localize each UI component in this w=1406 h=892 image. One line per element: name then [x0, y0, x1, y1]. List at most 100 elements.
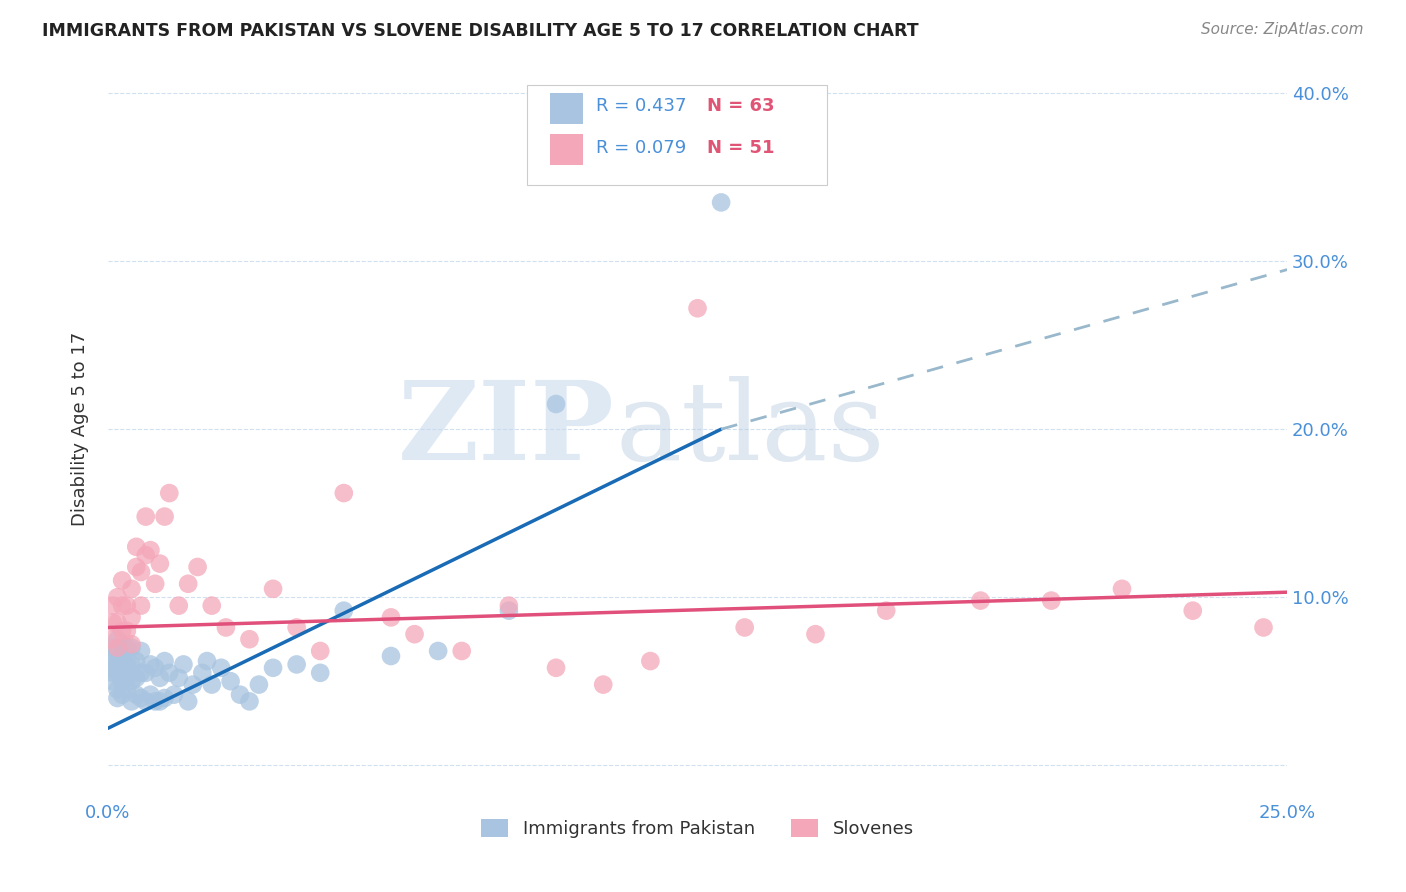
Point [135, 665, 157, 680]
Point [125, 560, 148, 574]
Point [107, 682, 129, 697]
Point [111, 637, 134, 651]
Point [181, 677, 204, 691]
Point [285, 620, 308, 634]
Point [139, 543, 162, 558]
Point [125, 671, 148, 685]
Legend: Immigrants from Pakistan, Slovenes: Immigrants from Pakistan, Slovenes [474, 812, 921, 846]
FancyBboxPatch shape [550, 93, 583, 124]
Y-axis label: Disability Age 5 to 17: Disability Age 5 to 17 [72, 332, 89, 526]
Text: atlas: atlas [614, 376, 884, 483]
Point [427, 644, 450, 658]
Point [592, 677, 614, 691]
Point [107, 644, 129, 658]
Point [107, 640, 129, 655]
Point [121, 640, 143, 655]
Point [177, 576, 200, 591]
Point [107, 632, 129, 647]
Point [1040, 593, 1063, 607]
Point [101, 657, 124, 672]
Point [247, 677, 270, 691]
Point [115, 671, 138, 685]
FancyBboxPatch shape [550, 135, 583, 165]
Point [219, 674, 242, 689]
Point [153, 691, 176, 706]
Point [111, 624, 134, 638]
Point [167, 599, 190, 613]
Point [686, 301, 709, 316]
Point [149, 694, 172, 708]
Point [107, 657, 129, 672]
Point [107, 591, 129, 605]
Point [309, 644, 332, 658]
Point [229, 688, 252, 702]
Point [262, 582, 284, 596]
Point [209, 661, 232, 675]
Point [101, 665, 124, 680]
Point [195, 654, 218, 668]
Point [201, 599, 224, 613]
Point [135, 694, 157, 708]
Point [101, 640, 124, 655]
Point [163, 688, 186, 702]
Point [177, 694, 200, 708]
Point [139, 688, 162, 702]
Point [111, 688, 134, 702]
Point [450, 644, 472, 658]
Point [121, 674, 143, 689]
Point [129, 665, 152, 680]
Point [640, 654, 662, 668]
Point [143, 694, 166, 708]
Point [1253, 620, 1275, 634]
Point [115, 624, 138, 638]
Point [404, 627, 426, 641]
Point [167, 671, 190, 685]
Point [875, 604, 897, 618]
Point [111, 661, 134, 675]
Point [111, 574, 134, 588]
Point [129, 599, 152, 613]
Point [111, 599, 134, 613]
Point [129, 644, 152, 658]
Point [101, 648, 124, 663]
Point [143, 661, 166, 675]
Point [125, 688, 148, 702]
Point [157, 665, 180, 680]
Point [101, 615, 124, 630]
Point [238, 694, 260, 708]
Point [1181, 604, 1204, 618]
Point [498, 604, 520, 618]
Point [139, 657, 162, 672]
Text: IMMIGRANTS FROM PAKISTAN VS SLOVENE DISABILITY AGE 5 TO 17 CORRELATION CHART: IMMIGRANTS FROM PAKISTAN VS SLOVENE DISA… [42, 22, 918, 40]
Point [710, 195, 733, 210]
Point [544, 661, 567, 675]
Point [380, 610, 402, 624]
Point [107, 665, 129, 680]
Point [191, 665, 214, 680]
Text: Source: ZipAtlas.com: Source: ZipAtlas.com [1201, 22, 1364, 37]
Point [115, 682, 138, 697]
Point [129, 565, 152, 579]
Point [149, 557, 172, 571]
Point [804, 627, 827, 641]
Point [115, 657, 138, 672]
Point [262, 661, 284, 675]
Text: ZIP: ZIP [398, 376, 614, 483]
Point [498, 599, 520, 613]
Point [125, 540, 148, 554]
Point [157, 486, 180, 500]
Point [969, 593, 991, 607]
Point [121, 610, 143, 624]
Point [129, 691, 152, 706]
Point [101, 632, 124, 647]
FancyBboxPatch shape [527, 86, 827, 186]
Point [380, 648, 402, 663]
Point [153, 654, 176, 668]
Point [111, 648, 134, 663]
Point [101, 674, 124, 689]
Point [238, 632, 260, 647]
Point [734, 620, 756, 634]
Point [115, 599, 138, 613]
Point [215, 620, 238, 634]
Point [149, 671, 172, 685]
